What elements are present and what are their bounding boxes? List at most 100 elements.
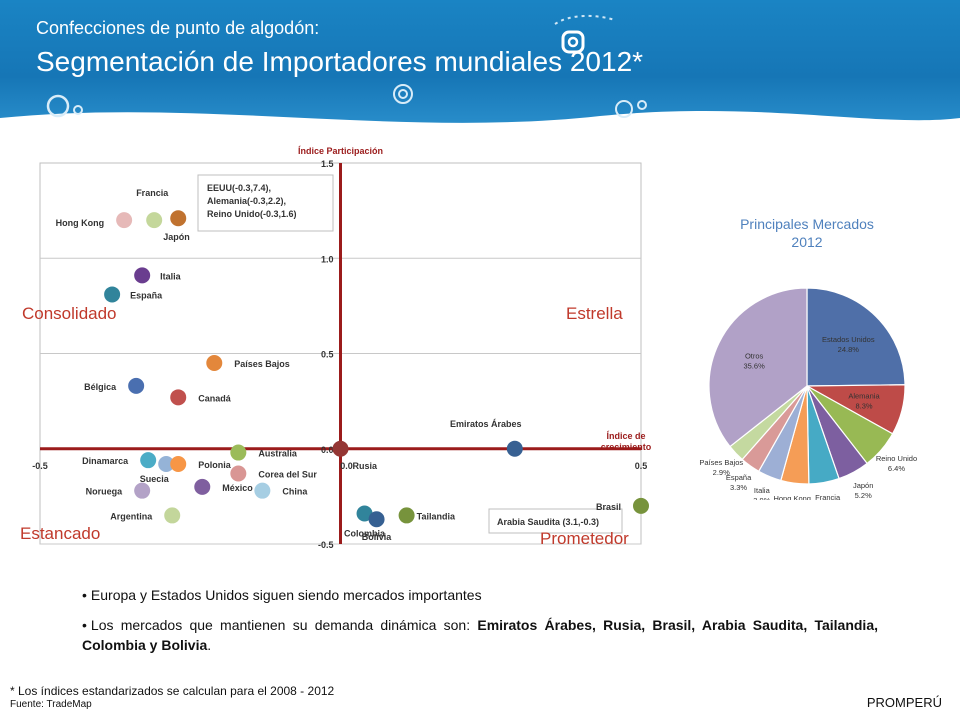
pie-value-reino-unido: 6.4% <box>888 464 905 473</box>
y-tick-label: 1.5 <box>321 159 334 169</box>
point-italia <box>134 267 151 284</box>
point-label-corea-del-sur: Corea del Sur <box>258 470 317 480</box>
point-label-argentina: Argentina <box>110 511 153 521</box>
quadrant-prometedor: Prometedor <box>540 529 629 548</box>
point-colombia <box>356 505 373 522</box>
annotation-line: Arabia Saudita (3.1,-0.3) <box>497 517 599 527</box>
point-label-polonia: Polonia <box>198 460 231 470</box>
point-label-rusia: Rusia <box>353 461 379 471</box>
bullet-item-2: Los mercados que mantienen su demanda di… <box>82 615 878 655</box>
annotation-line: Reino Unido(-0.3,1.6) <box>207 209 297 219</box>
point-suecia <box>158 455 175 472</box>
point-brasil <box>633 497 649 514</box>
point-label-australia: Australia <box>258 449 298 459</box>
point-label-italia: Italia <box>160 271 182 281</box>
point-label-suecia: Suecia <box>140 474 170 484</box>
pie-label-hong-kong: Hong Kong <box>773 494 811 500</box>
point-label-noruega: Noruega <box>86 487 124 497</box>
annotation-line: Alemania(-0.3,2.2), <box>207 196 286 206</box>
pie-chart: Principales Mercados 2012 Estados Unidos 24… <box>672 210 942 513</box>
pie-slice-otros <box>708 287 808 448</box>
point-australia <box>230 444 247 461</box>
point-label-países-bajos: Países Bajos <box>234 359 290 369</box>
point-label-hong-kong: Hong Kong <box>56 218 105 228</box>
pie-label-francia: Francia <box>815 493 841 500</box>
point-emiratos-árabes <box>506 440 523 457</box>
point-rusia <box>332 440 349 457</box>
point-bolivia <box>368 511 385 528</box>
y-tick-label: 1.0 <box>321 254 334 264</box>
y-tick-label: -0.5 <box>318 540 334 550</box>
y-tick-label: 0.5 <box>321 350 334 360</box>
x-axis-title-line: crecimiento <box>601 442 652 452</box>
scatter-svg: 1.5 1.0 0.5 0.0 -0.5 -0.5 0.0 0.5 Índice Partici… <box>32 146 652 550</box>
pie-label-países-bajos: Países Bajos <box>699 458 743 467</box>
bubble-icon-right <box>615 100 647 118</box>
quadrant-estancado: Estancado <box>20 524 101 543</box>
point-label-emiratos-árabes: Emiratos Árabes <box>450 419 522 429</box>
pie-label-italia: Italia <box>754 486 771 495</box>
point-bélgica <box>128 377 145 394</box>
x-tick-label: -0.5 <box>32 461 48 471</box>
bullet-2-prefix: Los mercados que mantienen su demanda di… <box>90 617 478 633</box>
bullet-2-bold: Emiratos Árabes, Rusia, Brasil, Arabia S… <box>82 617 878 653</box>
y-axis-title: Índice Participación <box>298 146 383 156</box>
page-subtitle: Confecciones de punto de algodón: <box>36 18 320 38</box>
point-canadá <box>170 389 187 406</box>
x-axis-title: Índice de crecimiento <box>601 431 652 452</box>
point-noruega <box>134 482 151 499</box>
pie-slice-estados-unidos <box>806 287 906 387</box>
pie-value-estados-unidos: 24.8% <box>838 345 860 354</box>
bullet-item-1: Europa y Estados Unidos siguen siendo me… <box>82 585 878 605</box>
annotation-box-top <box>197 174 334 232</box>
x-axis-title-line: Índice de <box>606 431 645 441</box>
point-japón <box>170 210 187 227</box>
pie-title-year: 2012 <box>791 234 822 250</box>
wave-decoration <box>0 110 960 128</box>
pie-svg: Principales Mercados 2012 Estados Unidos24… <box>699 216 917 513</box>
bullet-list: Europa y Estados Unidos siguen siendo me… <box>82 585 878 665</box>
pie-label-japón: Japón <box>853 481 873 490</box>
point-label-dinamarca: Dinamarca <box>82 456 129 466</box>
footnote: * Los índices estandarizados se calculan… <box>10 684 335 698</box>
spiral-icon <box>554 14 616 54</box>
point-label-china: China <box>282 487 308 497</box>
point-francia <box>146 212 163 229</box>
x-tick-label: 0.0 <box>340 461 353 471</box>
pie-value-japón: 5.2% <box>855 491 872 500</box>
point-label-tailandia: Tailandia <box>417 511 456 521</box>
pie-value-italia: 3.9% <box>753 496 770 500</box>
pie-label-otros: Otros <box>745 351 764 360</box>
pie-value-países-bajos: 2.9% <box>713 468 730 477</box>
brand-label: PROMPERÚ <box>866 695 942 710</box>
pie-value-alemania: 8.3% <box>855 401 872 410</box>
page-title: Segmentación de Importadores mundiales 2… <box>36 46 644 77</box>
point-méxico <box>194 478 211 495</box>
circle-icon <box>393 84 413 104</box>
point-hong-kong <box>116 212 133 229</box>
pie-label-reino-unido: Reino Unido <box>876 454 917 463</box>
scatter-chart: 1.5 1.0 0.5 0.0 -0.5 -0.5 0.0 0.5 Índice Partici… <box>0 140 680 560</box>
point-label-méxico: México <box>222 483 253 493</box>
pie-title: Principales Mercados <box>740 216 874 232</box>
quadrant-consolidado: Consolidado <box>22 304 117 323</box>
point-label-japón: Japón <box>163 232 190 242</box>
point-países-bajos <box>206 355 223 372</box>
source-note: Fuente: TradeMap <box>10 699 92 710</box>
pie-label-estados-unidos: Estados Unidos <box>822 335 875 344</box>
pie-label-alemania: Alemania <box>848 391 880 400</box>
point-dinamarca <box>140 452 157 469</box>
point-label-españa: España <box>130 290 163 300</box>
point-corea-del-sur <box>230 465 247 482</box>
annotation-box-bottom <box>488 508 623 534</box>
annotation-line: EEUU(-0.3,7.4), <box>207 183 271 193</box>
header-banner: Confecciones de punto de algodón: Segmen… <box>0 0 960 128</box>
pie-value-españa: 3.3% <box>730 483 747 492</box>
point-argentina <box>164 507 181 524</box>
point-label-canadá: Canadá <box>198 393 232 403</box>
y-tick-label: 0.0 <box>321 445 334 455</box>
point-label-francia: Francia <box>136 188 169 198</box>
point-españa <box>104 286 121 303</box>
point-label-brasil: Brasil <box>596 502 621 512</box>
pie-value-otros: 35.6% <box>743 361 765 370</box>
